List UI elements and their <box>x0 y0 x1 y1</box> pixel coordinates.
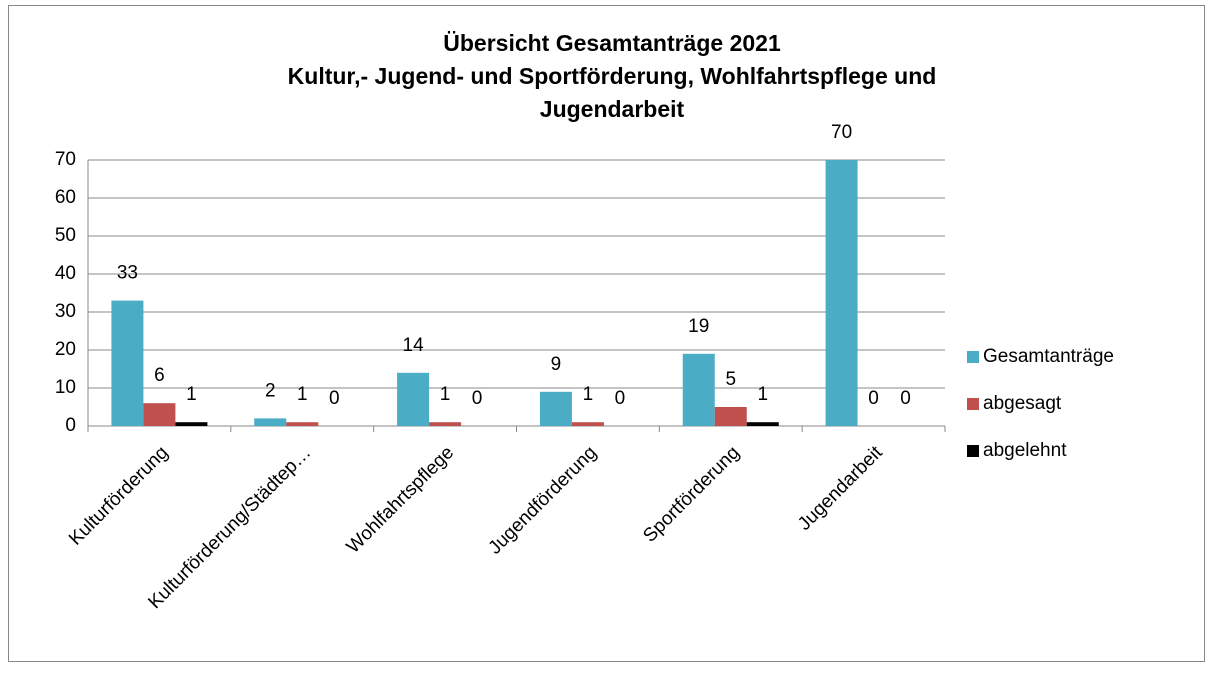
data-label: 1 <box>297 384 308 405</box>
y-tick-label: 30 <box>55 301 76 322</box>
data-label: 70 <box>831 122 852 143</box>
data-label: 33 <box>117 263 138 284</box>
chart-title: Jugendarbeit <box>540 96 685 122</box>
bar <box>143 403 176 426</box>
data-label: 5 <box>725 369 736 390</box>
legend-swatch <box>967 351 979 363</box>
y-tick-label: 20 <box>55 339 76 360</box>
bar <box>539 391 572 426</box>
legend-swatch <box>967 445 979 457</box>
bar <box>714 407 747 426</box>
bar <box>682 353 715 426</box>
bar <box>111 300 144 426</box>
data-label: 6 <box>154 365 165 386</box>
data-label: 1 <box>440 384 451 405</box>
bar <box>825 160 858 426</box>
data-label: 0 <box>900 388 911 409</box>
data-label: 1 <box>583 384 594 405</box>
data-label: 0 <box>329 388 340 409</box>
chart-frame <box>8 5 1205 662</box>
bar <box>286 422 319 426</box>
data-label: 14 <box>403 335 425 356</box>
y-tick-label: 0 <box>65 415 76 436</box>
data-label: 19 <box>688 316 709 337</box>
data-label: 9 <box>551 354 562 375</box>
data-label: 0 <box>615 388 626 409</box>
chart-title: Kultur,- Jugend- und Sportförderung, Woh… <box>288 63 937 89</box>
y-tick-label: 50 <box>55 225 76 246</box>
data-label: 1 <box>757 384 768 405</box>
bar <box>429 422 462 426</box>
legend-swatch <box>967 398 979 410</box>
chart-title: Übersicht Gesamtanträge 2021 <box>443 30 781 56</box>
legend-label: Gesamtanträge <box>983 346 1114 367</box>
legend-label: abgesagt <box>983 393 1062 414</box>
bar <box>397 372 430 426</box>
bar <box>254 418 287 426</box>
y-tick-label: 60 <box>55 187 76 208</box>
y-tick-label: 10 <box>55 377 76 398</box>
bar <box>746 422 779 426</box>
bar <box>571 422 604 426</box>
bar <box>175 422 208 426</box>
y-tick-label: 40 <box>55 263 76 284</box>
data-label: 2 <box>265 380 276 401</box>
legend-label: abgelehnt <box>983 440 1067 461</box>
data-label: 1 <box>186 384 197 405</box>
data-label: 0 <box>868 388 879 409</box>
y-tick-label: 70 <box>55 149 76 170</box>
data-label: 0 <box>472 388 483 409</box>
